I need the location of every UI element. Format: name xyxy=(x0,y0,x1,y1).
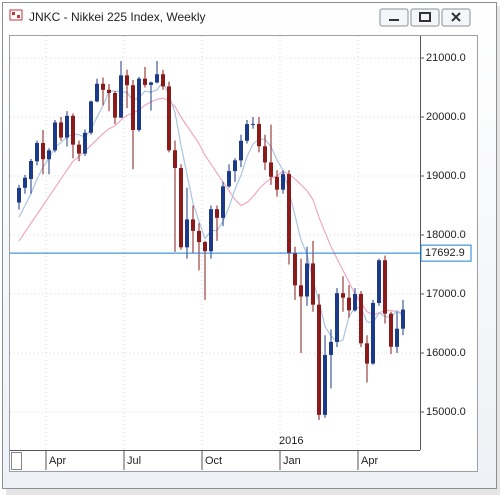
candle-body xyxy=(293,252,297,286)
price-label-box xyxy=(420,244,472,262)
candle-body xyxy=(185,219,189,248)
candle-body xyxy=(167,86,171,151)
candle-body xyxy=(83,132,87,154)
icon-dot xyxy=(17,15,20,18)
candle-body xyxy=(137,78,141,130)
candle-body xyxy=(59,122,63,138)
candle-body xyxy=(335,293,339,342)
candle-body xyxy=(365,343,369,364)
candle-body xyxy=(71,115,75,145)
y-tick-label: 17000.0 xyxy=(426,288,466,300)
x-tick-label: Jan xyxy=(283,455,301,467)
candle-body xyxy=(233,160,237,172)
candle-body xyxy=(41,142,45,160)
candle-body xyxy=(197,230,201,243)
candle-body xyxy=(209,209,213,252)
price-label: 17692.9 xyxy=(425,247,465,259)
candle-body xyxy=(173,150,177,168)
icon-dot xyxy=(12,12,15,15)
x-tick-label: Apr xyxy=(49,455,66,467)
candle-body xyxy=(65,115,69,138)
candle-body xyxy=(281,174,285,190)
y-tick-label: 18000.0 xyxy=(426,229,466,241)
y-tick-label: 15000.0 xyxy=(426,406,466,418)
x-tick-label: Apr xyxy=(361,455,378,467)
maximize-button[interactable] xyxy=(410,8,440,27)
candle-body xyxy=(191,219,195,231)
year-label: 2016 xyxy=(279,435,303,447)
y-tick-label: 16000.0 xyxy=(426,347,466,359)
candle-body xyxy=(149,82,153,85)
candle-body xyxy=(227,171,231,187)
candle-body xyxy=(311,263,315,305)
candle-body xyxy=(287,174,291,253)
plot: 15000.0 16000.0 17000.0 18000.0 19000.0 20000… xyxy=(10,36,472,470)
scroll-box[interactable] xyxy=(11,452,22,470)
candle-body xyxy=(275,176,279,190)
candle-body xyxy=(161,74,165,87)
candle-body xyxy=(257,123,261,147)
candle-body xyxy=(35,142,39,162)
candle-body xyxy=(359,293,363,344)
candle-body xyxy=(383,260,387,314)
candle-body xyxy=(29,161,33,179)
candle-body xyxy=(125,75,129,86)
candle-body xyxy=(377,260,381,303)
candle-body xyxy=(371,302,375,364)
candle-body xyxy=(317,304,321,415)
candle-body xyxy=(53,122,57,151)
x-tick-label: Oct xyxy=(205,455,222,467)
candle-body xyxy=(221,186,225,218)
candle-body xyxy=(113,92,117,118)
candle-body xyxy=(179,167,183,248)
window-title: JNKC - Nikkei 225 Index, Weekly xyxy=(29,10,206,24)
candle-body xyxy=(347,297,351,311)
candle-body xyxy=(353,293,357,311)
close-icon xyxy=(451,12,461,22)
y-tick-label: 19000.0 xyxy=(426,170,466,182)
y-tick-label: 21000.0 xyxy=(426,52,466,64)
candle-body xyxy=(77,144,81,154)
candle-body xyxy=(299,285,303,297)
candle-body xyxy=(107,89,111,93)
candle-body xyxy=(155,74,159,83)
candle-body xyxy=(269,162,273,177)
app-icon xyxy=(9,9,23,21)
candle-body xyxy=(329,341,333,355)
candle-body xyxy=(239,140,243,161)
candle-body xyxy=(395,328,399,347)
candle-body xyxy=(263,146,267,163)
candle-body xyxy=(251,123,255,125)
candle-body xyxy=(101,83,105,90)
y-tick-label: 20000.0 xyxy=(426,111,466,123)
candle-body xyxy=(47,150,51,160)
candle-body xyxy=(341,293,345,298)
candle-body xyxy=(95,83,99,102)
maximize-icon xyxy=(419,12,431,22)
candle-body xyxy=(323,354,327,415)
x-tick-label: Jul xyxy=(127,455,141,467)
candle-body xyxy=(305,263,309,297)
minimize-button[interactable] xyxy=(379,8,409,27)
candle-body xyxy=(389,313,393,347)
candle-body xyxy=(119,75,123,118)
candle-body xyxy=(89,101,93,133)
candle-body xyxy=(23,177,27,188)
candle-body xyxy=(245,124,249,141)
candle-body xyxy=(203,242,207,252)
candle-body xyxy=(17,187,21,203)
candle-body xyxy=(131,85,135,130)
candle-body xyxy=(215,209,219,218)
candle-body xyxy=(143,78,147,85)
candle-body xyxy=(401,309,405,329)
